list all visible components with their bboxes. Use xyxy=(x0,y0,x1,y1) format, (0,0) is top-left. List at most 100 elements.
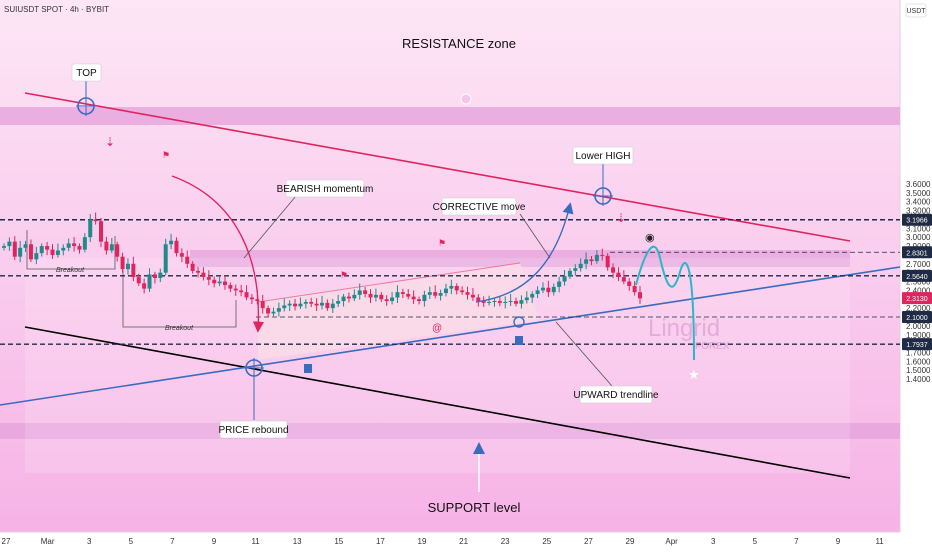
price-axis[interactable]: 3.60003.50003.40003.30003.20003.10003.00… xyxy=(906,180,931,384)
projection-path xyxy=(635,245,695,361)
top-callout: TOP xyxy=(71,63,102,82)
y-tick-label: 3.6000 xyxy=(906,180,931,189)
candle-body xyxy=(174,240,179,254)
symbol-header: SUIUSDT SPOT · 4h · BYBIT xyxy=(4,5,109,14)
candle-body xyxy=(616,272,621,278)
candle-body xyxy=(34,253,39,260)
candle-body xyxy=(487,301,492,303)
x-tick-label: 5 xyxy=(129,537,134,546)
candle-body xyxy=(163,244,168,273)
x-tick-label: 25 xyxy=(542,537,551,546)
level-badge-label: 2.5640 xyxy=(906,274,928,281)
svg-text:TOP: TOP xyxy=(76,68,97,79)
candle-body xyxy=(524,297,529,301)
candle-body xyxy=(88,219,93,238)
x-tick-label: 3 xyxy=(711,537,716,546)
candle-body xyxy=(584,259,589,264)
candle-body xyxy=(72,243,77,247)
candle-body xyxy=(352,294,357,299)
bearish-arrow xyxy=(171,175,265,333)
candle-body xyxy=(142,283,147,289)
y-tick-label: 1.7000 xyxy=(906,348,931,357)
candle-body xyxy=(492,301,497,303)
candle-body xyxy=(427,292,432,295)
snail-icon: @ xyxy=(432,323,442,334)
x-tick-label: 9 xyxy=(836,537,841,546)
candle-body xyxy=(55,250,60,255)
candle-body xyxy=(201,272,206,278)
candle-body xyxy=(330,303,335,309)
upward-callout: UPWARD trendline xyxy=(573,385,659,404)
candle-body xyxy=(109,244,114,251)
level-badge-label: 2.8301 xyxy=(906,250,928,257)
candle-body xyxy=(314,303,319,306)
candle-body xyxy=(2,246,6,248)
candle-body xyxy=(206,277,211,280)
candle-body xyxy=(147,274,152,289)
x-tick-label: 3 xyxy=(87,537,92,546)
candle-body xyxy=(196,270,201,273)
candle-body xyxy=(400,292,405,294)
upward-connector xyxy=(555,321,613,387)
lower-high-callout: Lower HIGH xyxy=(572,146,634,165)
corrective-wedge xyxy=(258,263,540,360)
x-tick-label: 27 xyxy=(2,537,11,546)
candle-body xyxy=(66,243,71,248)
candle-body xyxy=(228,285,233,289)
support-level-label: SUPPORT level xyxy=(428,500,521,515)
y-tick-label: 3.3000 xyxy=(906,207,931,216)
download-icon[interactable] xyxy=(460,93,472,105)
svg-text:CORRECTIVE move: CORRECTIVE move xyxy=(433,202,526,213)
time-axis-background xyxy=(0,532,900,550)
candle-body xyxy=(411,296,416,300)
candle-body xyxy=(433,292,438,296)
level-badge-label: 3.1966 xyxy=(906,218,928,225)
x-tick-label: Apr xyxy=(665,537,678,546)
rebound-callout: PRICE rebound xyxy=(218,420,289,439)
x-tick-label: 7 xyxy=(170,537,175,546)
svg-text:FOREX: FOREX xyxy=(695,341,730,352)
candle-body xyxy=(325,302,330,309)
candle-body xyxy=(244,292,249,298)
candle-body xyxy=(454,285,459,291)
breakout-label: Breakout xyxy=(56,267,85,274)
candle-body xyxy=(18,247,23,257)
candle-body xyxy=(422,294,427,302)
candle-body xyxy=(605,255,610,268)
y-tick-label: 3.4000 xyxy=(906,198,931,207)
target-star-icon: ★ xyxy=(688,367,700,382)
candle-body xyxy=(363,290,368,294)
level-badge xyxy=(902,213,932,226)
up-arrow-icon xyxy=(515,336,523,345)
candle-body xyxy=(115,244,120,257)
level-badge xyxy=(902,338,932,351)
y-tick-label: 3.5000 xyxy=(906,189,931,198)
y-tick-label: 1.9000 xyxy=(906,331,931,340)
candle-body xyxy=(384,299,389,302)
candle-body xyxy=(276,308,281,312)
top-pivot-marker xyxy=(76,96,96,116)
lower-high-pivot-marker xyxy=(593,186,613,206)
candle-body xyxy=(341,296,346,302)
candle-body xyxy=(465,292,470,295)
flag-icon: ⚑ xyxy=(340,270,348,280)
x-tick-label: 19 xyxy=(418,537,427,546)
level-badge-label: 2.1000 xyxy=(906,315,928,322)
x-tick-label: 17 xyxy=(376,537,385,546)
candle-body xyxy=(212,279,217,284)
candle-body xyxy=(514,301,519,304)
x-tick-label: 29 xyxy=(626,537,635,546)
level-badge xyxy=(902,269,932,282)
svg-text:PRICE rebound: PRICE rebound xyxy=(218,425,288,436)
candle-body xyxy=(104,241,109,251)
time-axis[interactable]: 27 Mar 3 5 7 9 11 13 15 17 19 21 23 25 27 29 Apr 3 5 7 9 11 xyxy=(2,537,885,546)
level-badge xyxy=(902,246,932,259)
candle-body xyxy=(28,244,33,260)
corrective-callout: CORRECTIVE move xyxy=(433,197,526,216)
currency-badge[interactable] xyxy=(905,3,927,18)
candle-body xyxy=(379,294,384,300)
candle-body xyxy=(627,281,632,286)
candle-body xyxy=(271,311,276,314)
